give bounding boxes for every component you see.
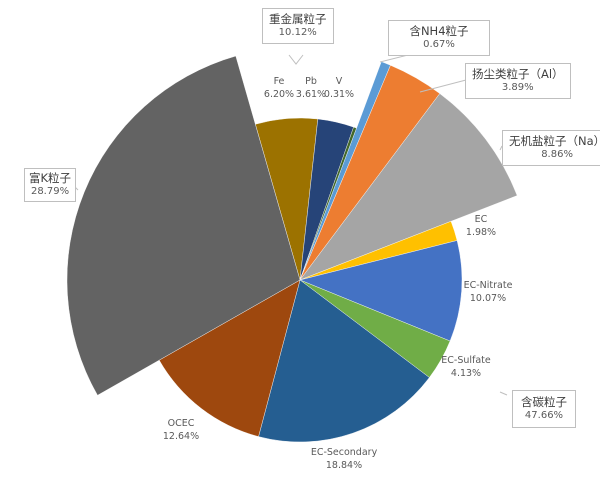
label-fe: Fe 6.20% — [263, 76, 295, 100]
label-ec-sulfate: EC-Sulfate 4.13% — [441, 355, 491, 379]
label-ec-secondary: EC-Secondary 18.84% — [310, 447, 378, 471]
label-v: V 0.31% — [323, 76, 355, 100]
pie-slice-ec-nitrate — [299, 240, 463, 342]
callout-k: 富K粒子 28.79% — [24, 168, 77, 202]
callout-dust: 扬尘类粒子（Al） 3.89% — [465, 63, 571, 99]
callout-salt: 无机盐粒子（Na） 8.86% — [502, 130, 600, 166]
callout-carbon: 含碳粒子 47.66% — [512, 390, 576, 428]
leader-line — [499, 391, 508, 396]
callout-heavy-metal: 重金属粒子 10.12% — [262, 8, 334, 44]
callout-pointer — [288, 54, 304, 65]
pie-slice-ocec — [158, 279, 301, 437]
callout-nh4: 含NH4粒子 0.67% — [388, 20, 490, 56]
leader-line — [419, 79, 467, 93]
pie-slice-k — [66, 55, 301, 396]
pie-slice-na — [299, 93, 518, 281]
leader-line — [499, 145, 503, 151]
label-ocec: OCEC 12.64% — [162, 418, 200, 442]
label-ec: EC 1.98% — [465, 214, 497, 238]
label-pb: Pb 3.61% — [295, 76, 327, 100]
label-ec-nitrate: EC-Nitrate 10.07% — [463, 280, 513, 304]
pie-slice-ec-secondary — [258, 279, 430, 443]
